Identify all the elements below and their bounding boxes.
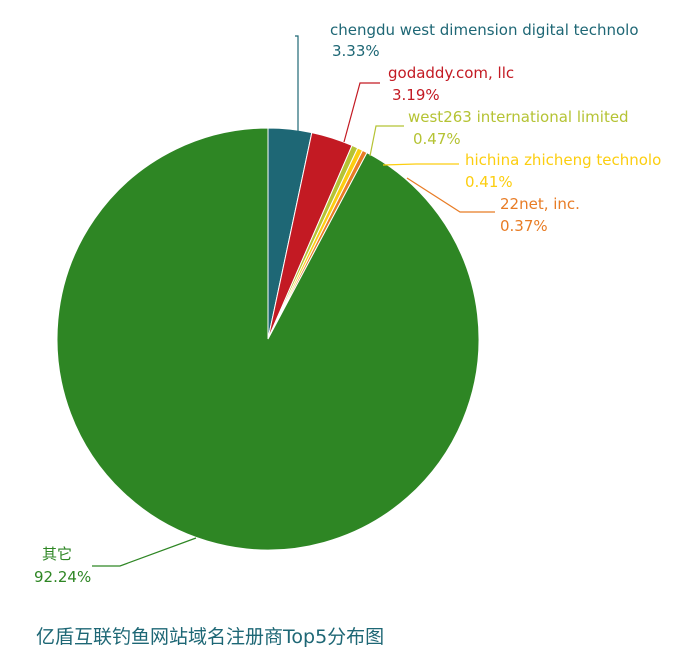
slice-label-percent-2: 3.19%: [392, 86, 440, 104]
leader-line-1: [295, 35, 299, 131]
pie-slices: [56, 127, 480, 551]
slice-label-name-4: hichina zhicheng technolo: [465, 151, 661, 169]
leader-line-6: [92, 537, 197, 567]
leader-line-4: [382, 163, 459, 166]
slice-label-name-1: chengdu west dimension digital technolo: [330, 21, 639, 39]
slice-label-percent-6: 92.24%: [34, 568, 91, 586]
slice-labels: chengdu west dimension digital technolo 3…: [34, 21, 661, 586]
pie-slice-6: [56, 127, 480, 551]
slice-label-name-6: 其它: [42, 545, 72, 563]
slice-label-percent-3: 0.47%: [413, 130, 461, 148]
slice-label-name-3: west263 international limited: [408, 108, 629, 126]
slice-label-percent-5: 0.37%: [500, 217, 548, 235]
slice-label-name-5: 22net, inc.: [500, 195, 580, 213]
leader-line-5: [406, 177, 495, 213]
slice-label-percent-4: 0.41%: [465, 173, 513, 191]
chart-title: 亿盾互联钓鱼网站域名注册商Top5分布图: [36, 626, 384, 648]
leader-line-3: [369, 125, 404, 157]
label-leader-lines: [92, 35, 495, 567]
slice-label-percent-1: 3.33%: [332, 42, 380, 60]
leader-line-2: [343, 82, 380, 143]
slice-label-name-2: godaddy.com, llc: [388, 64, 514, 82]
